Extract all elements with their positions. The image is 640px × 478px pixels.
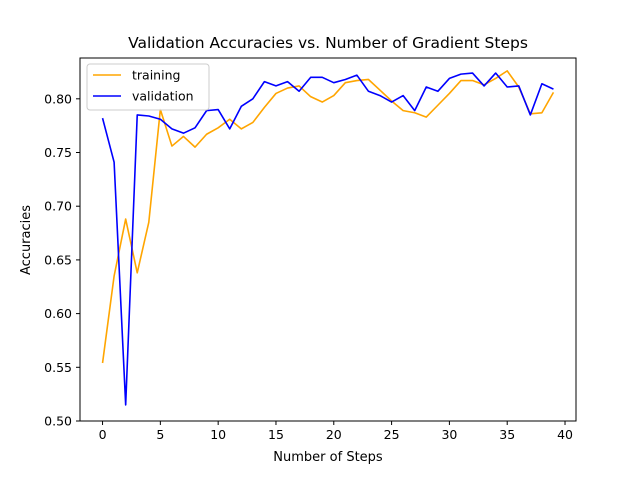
chart-title: Validation Accuracies vs. Number of Grad… xyxy=(128,34,528,52)
legend-label-validation: validation xyxy=(132,89,194,104)
y-tick-label: 0.75 xyxy=(44,145,72,160)
y-tick-label: 0.55 xyxy=(44,360,72,375)
series-line-training xyxy=(101,70,555,364)
x-tick-label: 40 xyxy=(557,427,573,442)
y-tick-label: 0.50 xyxy=(44,414,72,429)
y-tick-label: 0.65 xyxy=(44,252,72,267)
x-tick-label: 20 xyxy=(326,427,342,442)
x-tick-label: 35 xyxy=(499,427,515,442)
x-tick-label: 10 xyxy=(210,427,226,442)
y-axis-ticks: 0.50 0.55 0.60 0.65 0.70 0.75 0.80 xyxy=(44,91,80,429)
y-axis-label: Accuracies xyxy=(19,205,34,275)
x-tick-label: 25 xyxy=(384,427,400,442)
series-line-validation xyxy=(101,72,554,406)
x-tick-label: 30 xyxy=(441,427,457,442)
plot-area xyxy=(79,57,577,422)
x-axis-label: Number of Steps xyxy=(273,450,383,465)
legend: training validation xyxy=(86,63,210,111)
x-tick-label: 5 xyxy=(156,427,164,442)
x-axis-ticks: 0 5 10 15 20 25 30 35 40 xyxy=(99,421,573,442)
y-tick-label: 0.70 xyxy=(44,199,72,214)
legend-label-training: training xyxy=(132,68,180,83)
y-tick-label: 0.80 xyxy=(44,91,72,106)
y-tick-label: 0.60 xyxy=(44,306,72,321)
x-tick-label: 0 xyxy=(99,427,107,442)
plot-frame xyxy=(79,57,577,422)
x-tick-label: 15 xyxy=(268,427,284,442)
plot-background xyxy=(80,58,576,421)
